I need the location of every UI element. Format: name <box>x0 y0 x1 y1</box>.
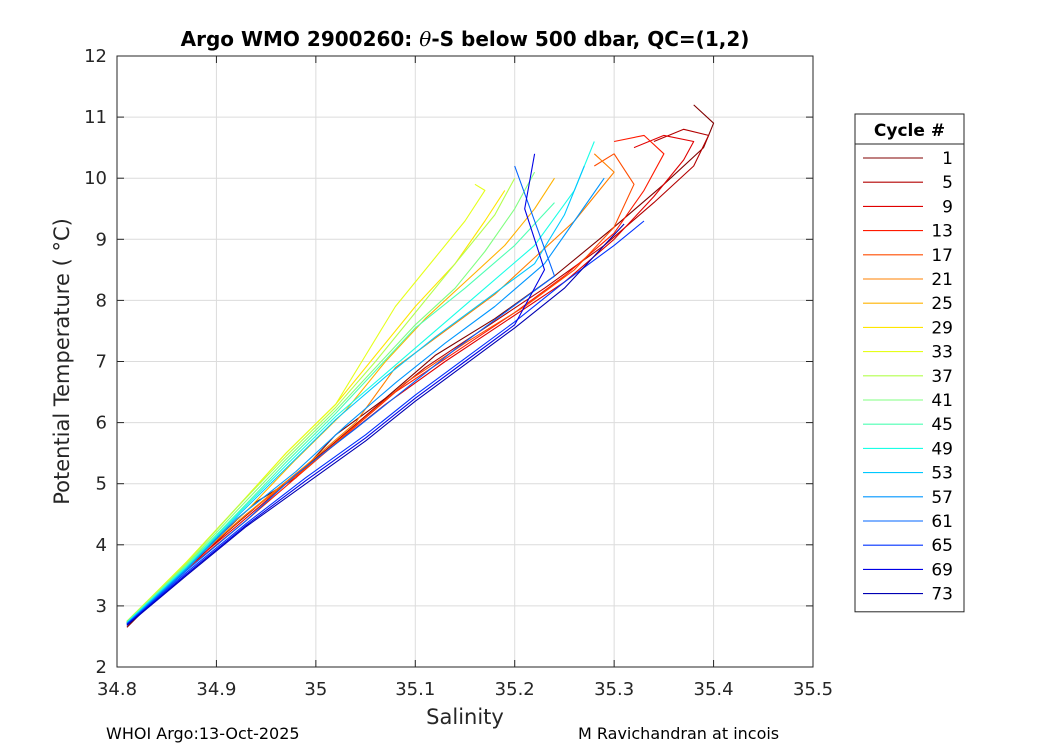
x-tick-label: 35.1 <box>395 679 435 700</box>
legend-label-cycle-41: 41 <box>931 391 953 411</box>
y-tick-label: 9 <box>96 229 107 250</box>
legend-label-cycle-61: 61 <box>931 512 953 532</box>
legend-label-cycle-73: 73 <box>931 585 953 605</box>
legend-label-cycle-33: 33 <box>931 343 953 363</box>
legend-label-cycle-45: 45 <box>931 415 953 435</box>
legend-box <box>854 113 965 613</box>
ticks: 34.8 34.9 35 35.1 35.2 35.3 35.4 35.5 2 3 4 5 6 7 8 9 10… <box>84 46 833 700</box>
chart-title: Argo WMO 2900260: θ-S below 500 dbar, QC… <box>181 27 750 51</box>
x-tick-label: 34.9 <box>196 679 236 700</box>
legend-label-cycle-13: 13 <box>931 222 953 242</box>
legend-label-cycle-29: 29 <box>931 318 953 338</box>
legend-label-cycle-21: 21 <box>931 270 953 290</box>
y-tick-label: 4 <box>96 535 107 556</box>
legend-label-cycle-25: 25 <box>931 294 953 314</box>
x-tick-label: 35.3 <box>594 679 634 700</box>
y-tick-label: 12 <box>84 46 107 67</box>
legend-label-cycle-1: 1 <box>942 149 953 169</box>
y-tick-label: 7 <box>96 352 107 373</box>
series-line-cycle-45 <box>126 202 555 623</box>
series-line-cycle-61 <box>126 165 556 625</box>
footer-right: M Ravichandran at incois <box>578 724 780 743</box>
legend-label-cycle-53: 53 <box>931 464 953 484</box>
legend-label-cycle-17: 17 <box>931 246 953 266</box>
y-axis-label: Potential Temperature ( °C) <box>50 218 74 505</box>
legend-label-cycle-49: 49 <box>931 439 953 459</box>
y-tick-label: 8 <box>96 290 107 311</box>
footer-left: WHOI Argo:13-Oct-2025 <box>106 724 300 743</box>
y-tick-label: 5 <box>96 474 107 495</box>
y-tick-label: 11 <box>84 107 107 128</box>
legend: Cycle # 1 5 9 13 17 21 25 29 33 37 41 45 49 53 57 61 65 6… <box>854 113 965 613</box>
series-line-cycle-9 <box>126 134 695 624</box>
y-tick-label: 6 <box>96 413 107 434</box>
legend-label-cycle-65: 65 <box>931 536 953 556</box>
legend-title: Cycle # <box>874 121 945 141</box>
series-group <box>126 104 715 628</box>
series-line-cycle-69 <box>126 153 546 626</box>
legend-items: 1 5 9 13 17 21 25 29 33 37 41 45 49 53 57 61 65 69 73 <box>863 149 953 605</box>
x-tick-label: 35.5 <box>793 679 833 700</box>
x-tick-label: 35.2 <box>495 679 535 700</box>
legend-label-cycle-5: 5 <box>942 173 953 193</box>
x-tick-label: 35 <box>304 679 327 700</box>
x-tick-label: 34.8 <box>97 679 137 700</box>
legend-label-cycle-69: 69 <box>931 560 953 580</box>
series-line-cycle-49 <box>126 141 595 623</box>
series-line-cycle-73 <box>126 223 625 626</box>
legend-label-cycle-57: 57 <box>931 488 953 508</box>
y-tick-label: 2 <box>96 657 107 678</box>
y-tick-label: 3 <box>96 596 107 617</box>
legend-label-cycle-9: 9 <box>942 197 953 217</box>
y-tick-label: 10 <box>84 168 107 189</box>
series-line-cycle-41 <box>126 171 536 623</box>
series-line-cycle-37 <box>126 177 516 622</box>
legend-label-cycle-37: 37 <box>931 367 953 387</box>
series-line-cycle-57 <box>126 177 605 625</box>
x-tick-label: 35.4 <box>694 679 734 700</box>
x-axis-label: Salinity <box>426 705 504 729</box>
